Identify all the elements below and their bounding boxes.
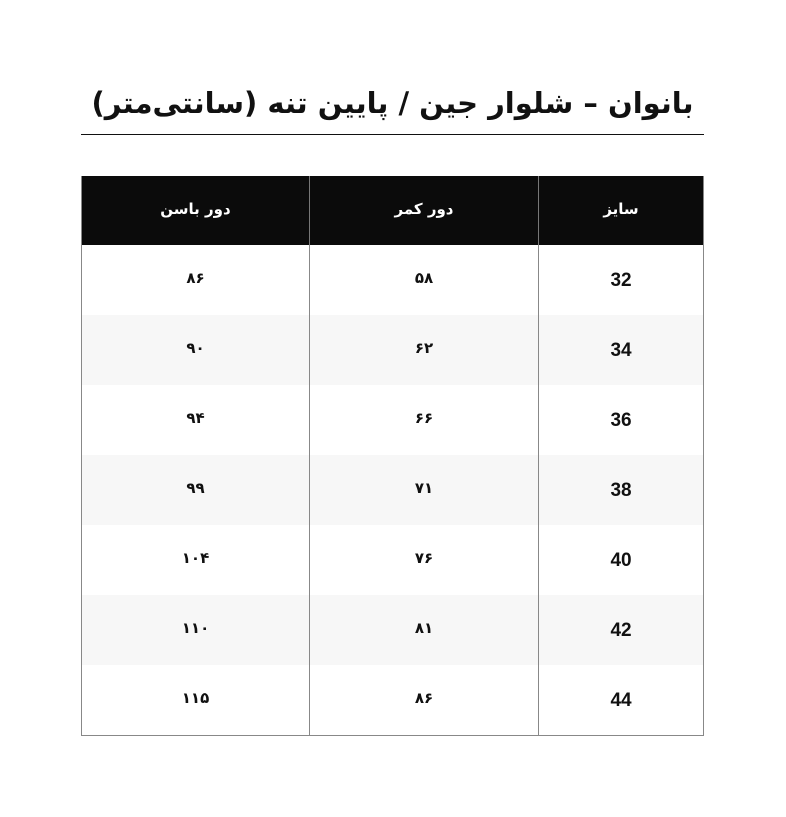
hip-cell: ۱۱۵ [181, 689, 210, 707]
title-divider [81, 134, 704, 135]
table-row: 42 ۸۱ ۱۱۰ [82, 595, 703, 665]
table-header-row: سایز دور کمر دور باسن [82, 176, 703, 245]
waist-cell: ۵۸ [309, 245, 539, 315]
table-row: 38 ۷۱ ۹۹ [82, 455, 703, 525]
table-row: 34 ۶۲ ۹۰ [82, 315, 703, 385]
hip-cell: ۱۰۴ [181, 549, 210, 567]
hip-cell: ۹۰ [186, 339, 205, 357]
waist-cell: ۶۶ [309, 385, 539, 455]
size-cell: 32 [610, 270, 632, 291]
table-row: 44 ۸۶ ۱۱۵ [82, 665, 703, 735]
waist-cell: ۷۶ [309, 525, 539, 595]
hip-cell: ۸۶ [186, 269, 205, 287]
size-table: سایز دور کمر دور باسن 32 ۵۸ ۸۶ 34 ۶۲ ۹۰ 36 ۶۶ ۹۴… [81, 176, 704, 736]
size-cell: 36 [610, 410, 632, 431]
table-row: 32 ۵۸ ۸۶ [82, 245, 703, 315]
size-cell: 38 [610, 480, 632, 501]
page-title: بانوان – شلوار جین / پایین تنه (سانتی‌مت… [91, 86, 694, 120]
size-cell: 44 [610, 690, 632, 711]
hip-cell: ۱۱۰ [181, 619, 210, 637]
waist-cell: ۷۱ [309, 455, 539, 525]
waist-cell: ۶۲ [309, 315, 539, 385]
header-hip: دور باسن [160, 199, 231, 218]
waist-cell: ۸۶ [309, 665, 539, 735]
header-size: سایز [603, 199, 639, 218]
hip-cell: ۹۹ [186, 479, 205, 497]
table-row: 40 ۷۶ ۱۰۴ [82, 525, 703, 595]
hip-cell: ۹۴ [186, 409, 205, 427]
header-waist: دور کمر [309, 176, 539, 245]
table-row: 36 ۶۶ ۹۴ [82, 385, 703, 455]
size-cell: 34 [610, 340, 632, 361]
size-cell: 42 [610, 620, 632, 641]
waist-cell: ۸۱ [309, 595, 539, 665]
size-cell: 40 [610, 550, 632, 571]
